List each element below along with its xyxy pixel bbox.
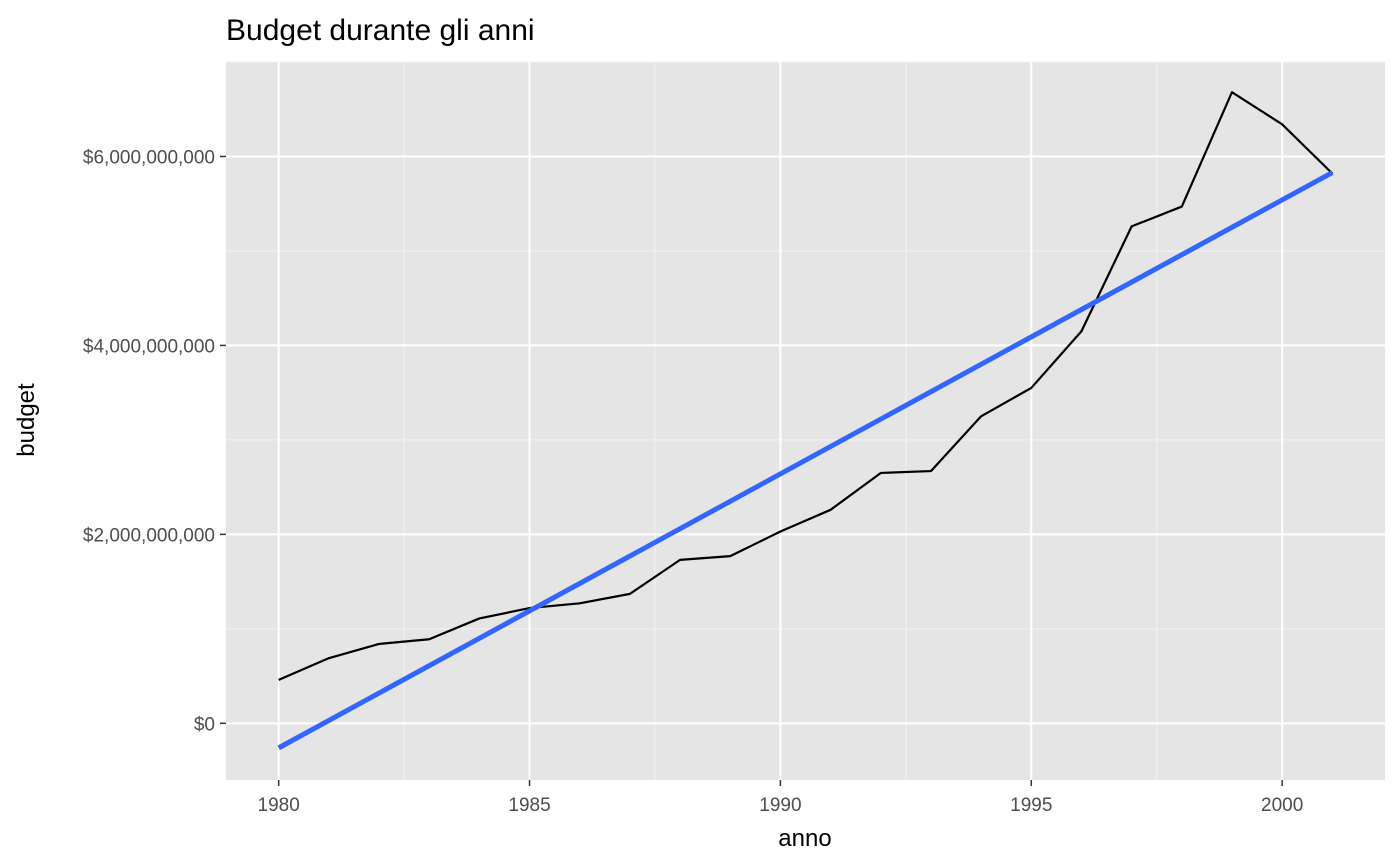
x-tick-label: 1980: [258, 795, 300, 816]
chart-title: Budget durante gli anni: [226, 14, 535, 47]
y-tick-label: $6,000,000,000: [83, 147, 215, 168]
y-tick-label: $0: [194, 714, 215, 735]
trend-line: [277, 170, 1334, 751]
plot-panel: [226, 62, 1385, 780]
series-layer: [277, 91, 1334, 751]
y-axis-title: budget: [13, 383, 40, 457]
budget-line: [278, 91, 1334, 681]
x-tick-label: 1990: [759, 795, 801, 816]
y-axis: $0 $2,000,000,000 $4,000,000,000 $6,000,000…: [83, 147, 226, 735]
grid-minor: [226, 61, 1385, 780]
x-tick-label: 1995: [1010, 795, 1052, 816]
y-tick-label: $2,000,000,000: [83, 525, 215, 546]
y-tick-label: $4,000,000,000: [83, 336, 215, 357]
x-tick-label: 2000: [1261, 795, 1303, 816]
x-axis: 1980 1985 1990 1995 2000: [258, 780, 1303, 816]
x-axis-title: anno: [778, 825, 831, 852]
grid-major: [226, 62, 1385, 780]
x-tick-label: 1985: [508, 795, 550, 816]
